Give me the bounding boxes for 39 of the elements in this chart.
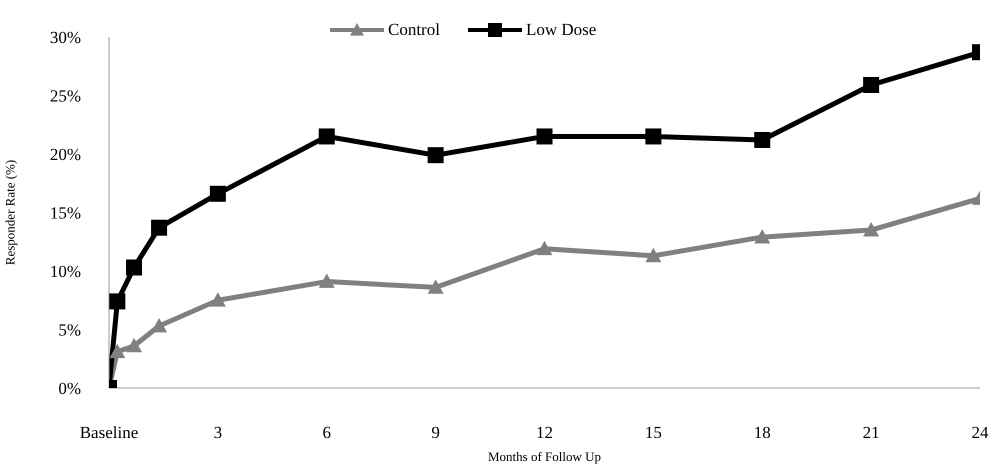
x-tick-label: 24	[972, 423, 989, 442]
x-tick-label: Baseline	[80, 423, 138, 442]
y-axis-title: Responder Rate (%)	[2, 160, 18, 266]
y-tick-label: 30%	[50, 28, 81, 48]
point	[754, 229, 770, 244]
point	[863, 222, 880, 236]
point	[151, 220, 168, 236]
legend-label: Low Dose	[526, 20, 596, 40]
y-tick-label: 0%	[58, 379, 81, 398]
x-tick-label: 18	[754, 423, 771, 442]
x-tick-label: 15	[644, 423, 662, 442]
x-tick-label: 9	[431, 423, 440, 442]
point	[536, 128, 552, 144]
point	[318, 274, 335, 288]
point	[109, 293, 126, 310]
x-tick-label: 3	[214, 423, 222, 442]
point	[863, 76, 880, 93]
point	[126, 338, 142, 352]
y-tick-label: 5%	[58, 320, 81, 340]
point	[645, 248, 662, 262]
point	[428, 147, 444, 164]
point	[126, 259, 142, 276]
x-tick-label: 6	[322, 423, 331, 442]
y-tick-label: 25%	[50, 86, 81, 106]
point	[210, 292, 226, 307]
y-tick-label: 20%	[50, 145, 81, 164]
point	[428, 279, 444, 294]
point	[536, 240, 552, 256]
point	[645, 128, 662, 144]
y-tick-label: 10%	[50, 262, 81, 282]
x-tick-label: 21	[862, 423, 880, 442]
legend-label: Control	[388, 20, 440, 40]
point	[754, 132, 770, 148]
point	[210, 186, 226, 202]
x-axis-title: Months of Follow Up	[488, 449, 602, 464]
point	[109, 344, 126, 358]
y-tick-label: 15%	[50, 204, 81, 223]
x-tick-label: 12	[536, 423, 553, 442]
point	[318, 128, 335, 144]
